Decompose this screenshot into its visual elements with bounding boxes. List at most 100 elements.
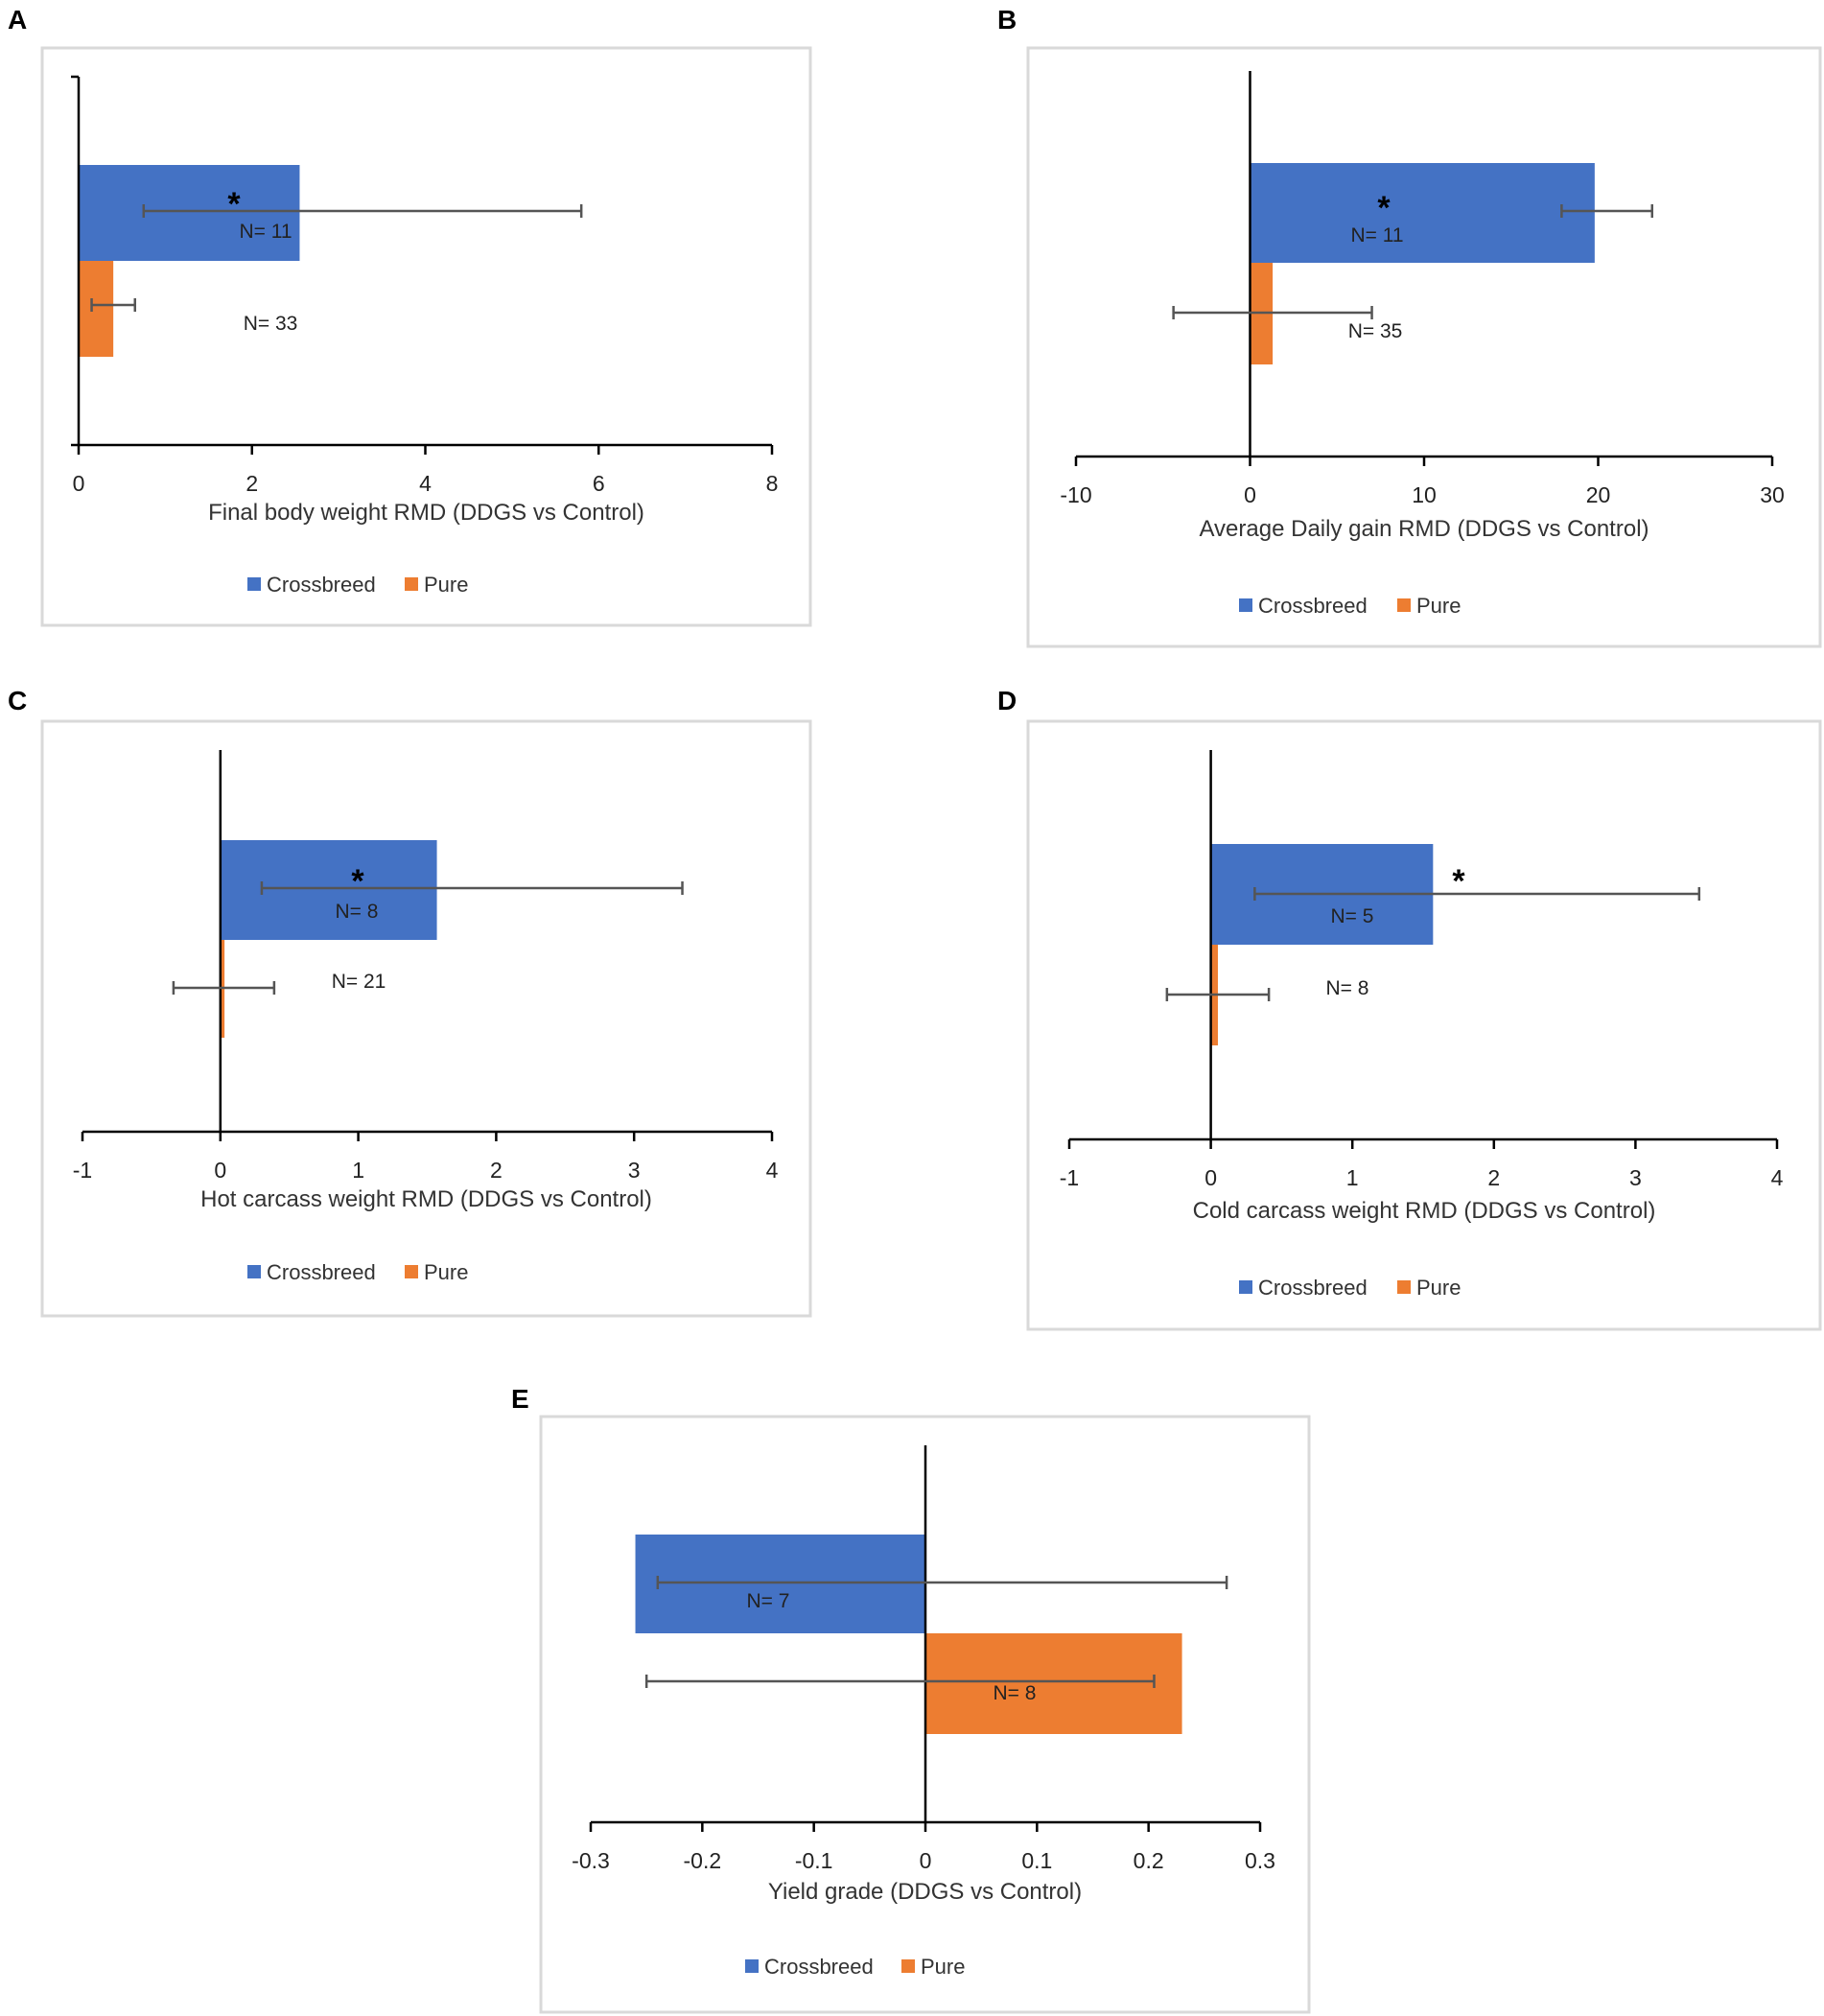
x-axis-title: Yield grade (DDGS vs Control) — [768, 1879, 1082, 1905]
legend: Crossbreed Pure — [1239, 1276, 1461, 1300]
legend-label-pure: Pure — [1416, 1276, 1461, 1300]
x-tick-label: 4 — [766, 1158, 779, 1183]
legend: Crossbreed Pure — [247, 1260, 468, 1284]
crossbreed-bar — [1250, 163, 1595, 263]
x-tick-label: 2 — [246, 471, 258, 496]
significance-star: * — [1377, 190, 1391, 226]
x-axis-title: Final body weight RMD (DDGS vs Control) — [208, 500, 644, 526]
crossbreed-bar — [79, 165, 300, 261]
x-tick-label: 3 — [628, 1158, 641, 1183]
pure-error-bar — [90, 298, 136, 312]
legend-label-crossbreed: Crossbreed — [267, 573, 376, 597]
chart-panel-b: B -10 0 10 20 30 N= 11* N= 35 Average Daily gain… — [997, 5, 1822, 648]
chart-frame — [40, 719, 812, 1318]
legend-label-crossbreed: Crossbreed — [1258, 594, 1368, 618]
panel-letter: A — [8, 5, 27, 35]
n-label: N= 11 — [239, 221, 292, 243]
x-tick-label: 0 — [1204, 1165, 1217, 1190]
x-tick-label: 0.2 — [1134, 1848, 1164, 1873]
legend-swatch-pure — [405, 1265, 418, 1278]
crossbreed-bar — [635, 1535, 925, 1633]
x-axis-title: Cold carcass weight RMD (DDGS vs Control… — [1193, 1198, 1656, 1224]
significance-star: * — [227, 186, 241, 223]
panel-letter: E — [511, 1384, 529, 1414]
n-label: N= 5 — [1331, 905, 1374, 927]
x-tick-label: 0 — [920, 1848, 932, 1873]
x-tick-label: 1 — [1346, 1165, 1359, 1190]
x-tick-label: 0 — [73, 471, 85, 496]
x-tick-label: 2 — [490, 1158, 503, 1183]
x-tick-label: 0.1 — [1021, 1848, 1052, 1873]
legend: Crossbreed Pure — [745, 1955, 965, 1979]
x-tick-label: 30 — [1760, 482, 1785, 507]
crossbreed-error-bar — [1560, 204, 1654, 218]
x-tick-label: -1 — [1060, 1165, 1079, 1190]
x-axis-title: Average Daily gain RMD (DDGS vs Control) — [1199, 516, 1649, 542]
n-label: N= 21 — [332, 971, 386, 993]
legend-swatch-crossbreed — [247, 1265, 261, 1278]
x-tick-label: 3 — [1629, 1165, 1642, 1190]
x-tick-label: 10 — [1412, 482, 1437, 507]
x-tick-label: -10 — [1060, 482, 1091, 507]
n-label: N= 8 — [336, 901, 379, 923]
legend-swatch-pure — [1397, 1280, 1411, 1294]
legend-label-crossbreed: Crossbreed — [764, 1955, 874, 1979]
crossbreed-error-bar — [656, 1576, 1228, 1589]
x-axis-title: Hot carcass weight RMD (DDGS vs Control) — [200, 1186, 652, 1212]
legend-swatch-crossbreed — [745, 1959, 759, 1973]
crossbreed-error-bar — [142, 204, 583, 218]
chart-frame — [40, 46, 812, 627]
legend-swatch-pure — [901, 1959, 915, 1973]
legend-label-crossbreed: Crossbreed — [267, 1260, 376, 1284]
legend: Crossbreed Pure — [1239, 594, 1461, 618]
x-tick-label: -0.3 — [572, 1848, 610, 1873]
legend-swatch-pure — [1397, 598, 1411, 612]
n-label: N= 33 — [244, 313, 298, 335]
pure-error-bar — [1172, 306, 1373, 319]
x-tick-label: -0.2 — [684, 1848, 722, 1873]
x-tick-label: 4 — [1771, 1165, 1784, 1190]
significance-star: * — [351, 863, 364, 900]
panel-letter: C — [8, 686, 27, 715]
n-label: N= 8 — [1326, 977, 1369, 999]
x-tick-label: 6 — [593, 471, 605, 496]
chart-panel-a: A 0 2 4 6 8 N= 11* N= 33 Final body weight RMD (… — [8, 5, 812, 627]
legend-swatch-crossbreed — [247, 577, 261, 591]
x-tick-label: 1 — [352, 1158, 364, 1183]
significance-star: * — [1452, 863, 1465, 900]
x-tick-label: 0 — [1244, 482, 1256, 507]
pure-bar — [925, 1633, 1182, 1734]
chart-panel-e: E -0.3 -0.2 -0.1 0 0.1 0.2 0.3 N= 7 N= 8 Yield gra… — [511, 1384, 1311, 2014]
chart-panel-d: D -1 0 1 2 3 4 N= 5 * N= 8 Cold carcass weight RMD… — [997, 686, 1822, 1331]
chart-panel-c: C -1 0 1 2 3 4 N= 8* N= 21 Hot carcass weight RMD… — [8, 686, 812, 1318]
legend-swatch-crossbreed — [1239, 1280, 1252, 1294]
x-tick-label: -1 — [73, 1158, 92, 1183]
crossbreed-error-bar — [260, 881, 684, 895]
legend-swatch-pure — [405, 577, 418, 591]
chart-frame — [1026, 46, 1822, 648]
legend-label-pure: Pure — [424, 1260, 468, 1284]
n-label: N= 35 — [1348, 320, 1403, 342]
legend-label-pure: Pure — [1416, 594, 1461, 618]
n-label: N= 11 — [1350, 224, 1403, 246]
legend-label-crossbreed: Crossbreed — [1258, 1276, 1368, 1300]
chart-frame — [1026, 719, 1822, 1331]
x-tick-label: 0.3 — [1245, 1848, 1275, 1873]
n-label: N= 8 — [994, 1682, 1037, 1704]
x-tick-label: 0 — [214, 1158, 226, 1183]
pure-error-bar — [644, 1675, 1156, 1688]
pure-error-bar — [1165, 988, 1271, 1001]
legend-swatch-crossbreed — [1239, 598, 1252, 612]
crossbreed-error-bar — [1253, 887, 1701, 901]
x-tick-label: 8 — [766, 471, 779, 496]
x-tick-label: 4 — [419, 471, 432, 496]
x-tick-label: 2 — [1487, 1165, 1500, 1190]
legend-label-pure: Pure — [921, 1955, 965, 1979]
pure-bar — [79, 261, 114, 357]
x-tick-label: 20 — [1586, 482, 1611, 507]
panel-letter: B — [997, 5, 1017, 35]
legend-label-pure: Pure — [424, 573, 468, 597]
panel-letter: D — [997, 686, 1017, 715]
crossbreed-bar — [220, 840, 437, 940]
